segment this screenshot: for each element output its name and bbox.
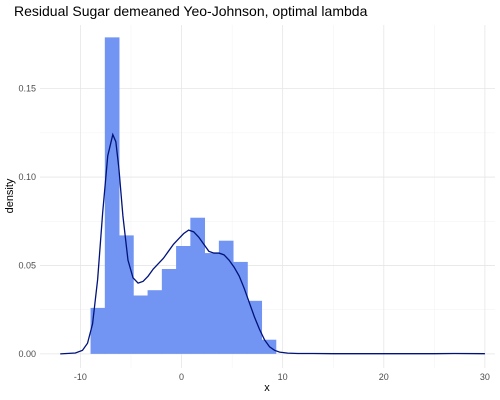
histogram-bar: [204, 253, 220, 354]
chart-title: Residual Sugar demeaned Yeo-Johnson, opt…: [14, 3, 368, 19]
histogram-bar: [90, 307, 106, 354]
density-curve: [60, 132, 485, 355]
y-tick-label: 0.00: [18, 349, 36, 359]
histogram-bar: [147, 290, 163, 354]
y-tick-label: 0.10: [18, 172, 36, 182]
x-tick-label: 0: [179, 372, 184, 382]
x-axis-label: x: [264, 382, 270, 394]
x-tick-label: 30: [480, 372, 490, 382]
histogram-bar: [218, 240, 234, 354]
histogram-bar: [247, 300, 263, 354]
y-tick-labels: 0.00 0.05 0.10 0.15: [18, 84, 36, 359]
y-tick-label: 0.15: [18, 84, 36, 94]
y-axis-label: density: [4, 178, 16, 213]
histogram-bar: [176, 246, 191, 354]
histogram-bars: [90, 37, 277, 354]
histogram-bar: [190, 217, 206, 354]
histogram-bar: [161, 268, 177, 354]
histogram-bar: [119, 235, 134, 354]
histogram-bar: [233, 261, 248, 354]
x-tick-label: -10: [74, 372, 87, 382]
y-tick-label: 0.05: [18, 260, 36, 270]
histogram-bar: [133, 295, 148, 354]
x-tick-label: 10: [278, 372, 288, 382]
x-tick-labels: -10 0 10 20 30: [74, 372, 490, 382]
x-tick-label: 20: [379, 372, 389, 382]
histogram-bar: [104, 37, 120, 354]
